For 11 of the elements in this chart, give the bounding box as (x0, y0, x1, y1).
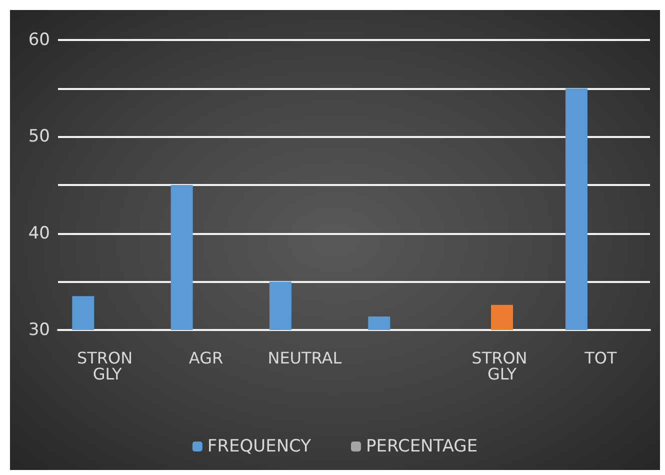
legend-label: PERCENTAGE (366, 436, 478, 456)
y-tick-label: 30 (28, 320, 50, 340)
x-tick-label: STRON GLY (76, 348, 138, 384)
y-tick-label: 50 (28, 126, 50, 147)
x-tick-label: NEUTRAL (268, 348, 342, 368)
legend-label: FREQUENCY (207, 436, 312, 456)
y-tick-label: 60 (28, 30, 50, 50)
x-tick-label: STRON GLY (472, 348, 532, 384)
y-tick-label: 40 (28, 223, 50, 244)
x-tick-label: TOT (584, 348, 617, 368)
x-tick-label: AGR (188, 348, 224, 368)
